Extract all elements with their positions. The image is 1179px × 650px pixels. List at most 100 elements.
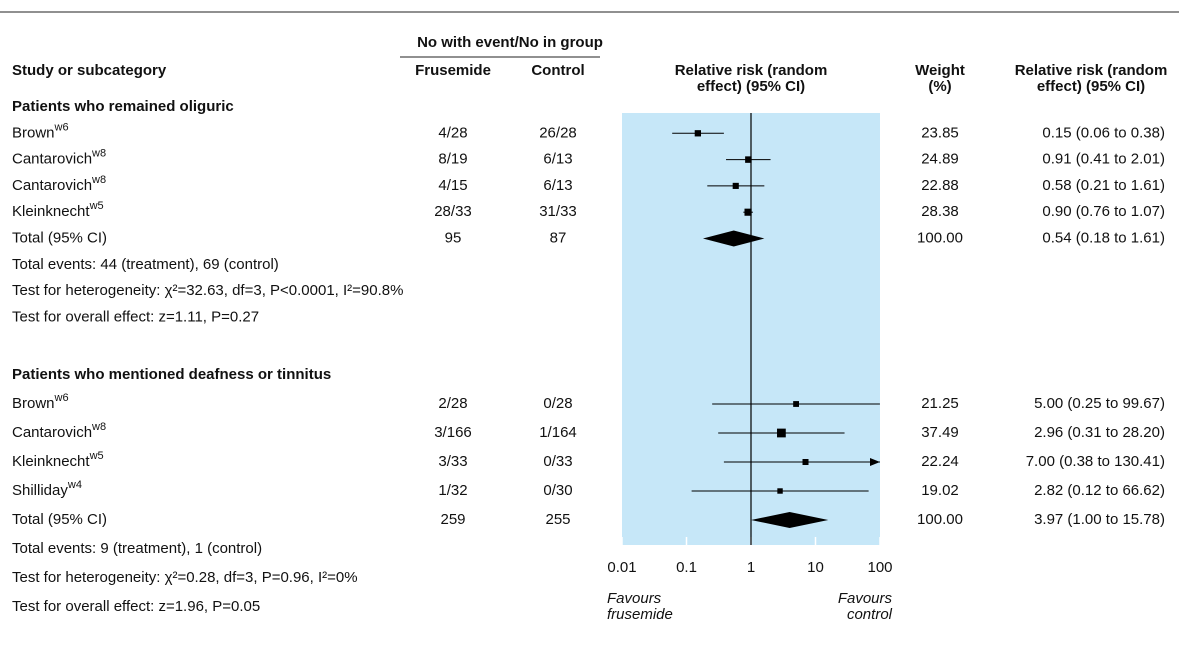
study-label: Cantarovich: [12, 177, 92, 194]
study-ref: w6: [54, 121, 69, 133]
study-label: Kleinknecht: [12, 453, 90, 470]
ci-value: 2.96 (0.31 to 28.20): [1034, 424, 1165, 441]
x-tick-label: 0.01: [607, 559, 636, 576]
study-name: Shillidayw4: [12, 479, 82, 499]
ci-value: 7.00 (0.38 to 130.41): [1026, 453, 1165, 470]
study-marker: [744, 208, 752, 216]
group-header: No with event/No in group: [417, 34, 603, 51]
study-marker: [802, 458, 809, 466]
x-label-left: Favours frusemide: [607, 590, 673, 623]
treatment-value: 3/166: [434, 424, 472, 441]
treatment-value: 4/28: [438, 124, 467, 141]
study-marker: [777, 488, 783, 494]
study-ref: w8: [91, 174, 106, 186]
study-name: Cantarovichw8: [12, 421, 106, 441]
weight-value: 37.49: [921, 424, 959, 441]
weight-value: 28.38: [921, 203, 959, 220]
study-marker: [694, 130, 702, 137]
ci-value: 2.82 (0.12 to 66.62): [1034, 482, 1165, 499]
group-note: Test for heterogeneity: χ²=32.63, df=3, …: [12, 282, 403, 299]
weight-value: 22.24: [921, 453, 959, 470]
ci-value: 3.97 (1.00 to 15.78): [1034, 511, 1165, 528]
treatment-value: 28/33: [434, 203, 472, 220]
study-name: Kleinknechtw5: [12, 200, 104, 220]
control-value: 0/30: [543, 482, 572, 499]
treatment-value: 3/33: [438, 453, 467, 470]
group-note: Test for overall effect: z=1.11, P=0.27: [12, 308, 259, 325]
treatment-value: 4/15: [438, 177, 467, 194]
study-label: Brown: [12, 395, 55, 412]
weight-value: 23.85: [921, 124, 959, 141]
study-name: Cantarovichw8: [12, 174, 106, 194]
study-marker: [745, 156, 752, 163]
study-ref: w8: [91, 148, 106, 160]
ci-arrow: [870, 458, 880, 466]
study-name: Cantarovichw8: [12, 148, 106, 168]
control-value: 87: [550, 229, 567, 246]
group-note: Total events: 44 (treatment), 69 (contro…: [12, 256, 279, 273]
weight-value: 22.88: [921, 177, 959, 194]
control-value: 255: [545, 511, 570, 528]
weight-header: Weight (%): [915, 62, 965, 95]
study-label: Brown: [12, 124, 55, 141]
ci-value: 0.58 (0.21 to 1.61): [1042, 177, 1165, 194]
group-title: Patients who remained oliguric: [12, 98, 234, 115]
study-label: Shilliday: [12, 482, 68, 499]
total-label: Total (95% CI): [12, 229, 107, 246]
x-tick-label: 1: [747, 559, 755, 576]
ci-value: 0.91 (0.41 to 2.01): [1042, 151, 1165, 168]
weight-value: 21.25: [921, 395, 959, 412]
study-label: Kleinknecht: [12, 203, 90, 220]
control-value: 0/33: [543, 453, 572, 470]
weight-value: 100.00: [917, 229, 963, 246]
treatment-value: 1/32: [438, 482, 467, 499]
weight-value: 19.02: [921, 482, 959, 499]
x-tick-label: 100: [867, 559, 892, 576]
control-value: 1/164: [539, 424, 577, 441]
control-value: 6/13: [543, 177, 572, 194]
control-value: 31/33: [539, 203, 577, 220]
study-marker: [777, 428, 786, 438]
study-ref: w5: [89, 200, 104, 212]
control-value: 0/28: [543, 395, 572, 412]
control-header: Control: [531, 62, 584, 79]
study-name: Kleinknechtw5: [12, 450, 104, 470]
study-ref: w5: [89, 450, 104, 462]
study-marker: [793, 401, 799, 407]
study-ref: w8: [91, 421, 106, 433]
study-ref: w6: [54, 392, 69, 404]
weight-value: 24.89: [921, 151, 959, 168]
study-label: Cantarovich: [12, 424, 92, 441]
treatment-value: 8/19: [438, 151, 467, 168]
control-value: 6/13: [543, 151, 572, 168]
group-title: Patients who mentioned deafness or tinni…: [12, 366, 331, 383]
ci-value: 0.15 (0.06 to 0.38): [1042, 124, 1165, 141]
x-tick-label: 10: [807, 559, 824, 576]
treatment-value: 2/28: [438, 395, 467, 412]
treatment-value: 259: [440, 511, 465, 528]
ci-value: 5.00 (0.25 to 99.67): [1034, 395, 1165, 412]
summary-diamond: [751, 512, 829, 528]
clip-group: [672, 130, 880, 528]
weight-value: 100.00: [917, 511, 963, 528]
control-value: 26/28: [539, 124, 577, 141]
ci-value: 0.54 (0.18 to 1.61): [1042, 229, 1165, 246]
plot-header: Relative risk (random effect) (95% CI): [674, 62, 828, 95]
study-name: Brownw6: [12, 392, 69, 412]
x-tick-label: 0.1: [676, 559, 697, 576]
total-label: Total (95% CI): [12, 511, 107, 528]
treatment-value: 95: [445, 229, 462, 246]
ci-value: 0.90 (0.76 to 1.07): [1042, 203, 1165, 220]
study-header: Study or subcategory: [12, 62, 167, 79]
group-note: Test for heterogeneity: χ²=0.28, df=3, P…: [12, 569, 358, 586]
x-label-right: Favours control: [837, 590, 892, 623]
group-note: Total events: 9 (treatment), 1 (control): [12, 540, 262, 557]
study-name: Brownw6: [12, 121, 69, 141]
ci-header: Relative risk (random effect) (95% CI): [1014, 62, 1168, 95]
group-note: Test for overall effect: z=1.96, P=0.05: [12, 598, 260, 615]
study-label: Cantarovich: [12, 151, 92, 168]
summary-diamond: [702, 230, 765, 247]
treatment-header: Frusemide: [415, 62, 491, 79]
